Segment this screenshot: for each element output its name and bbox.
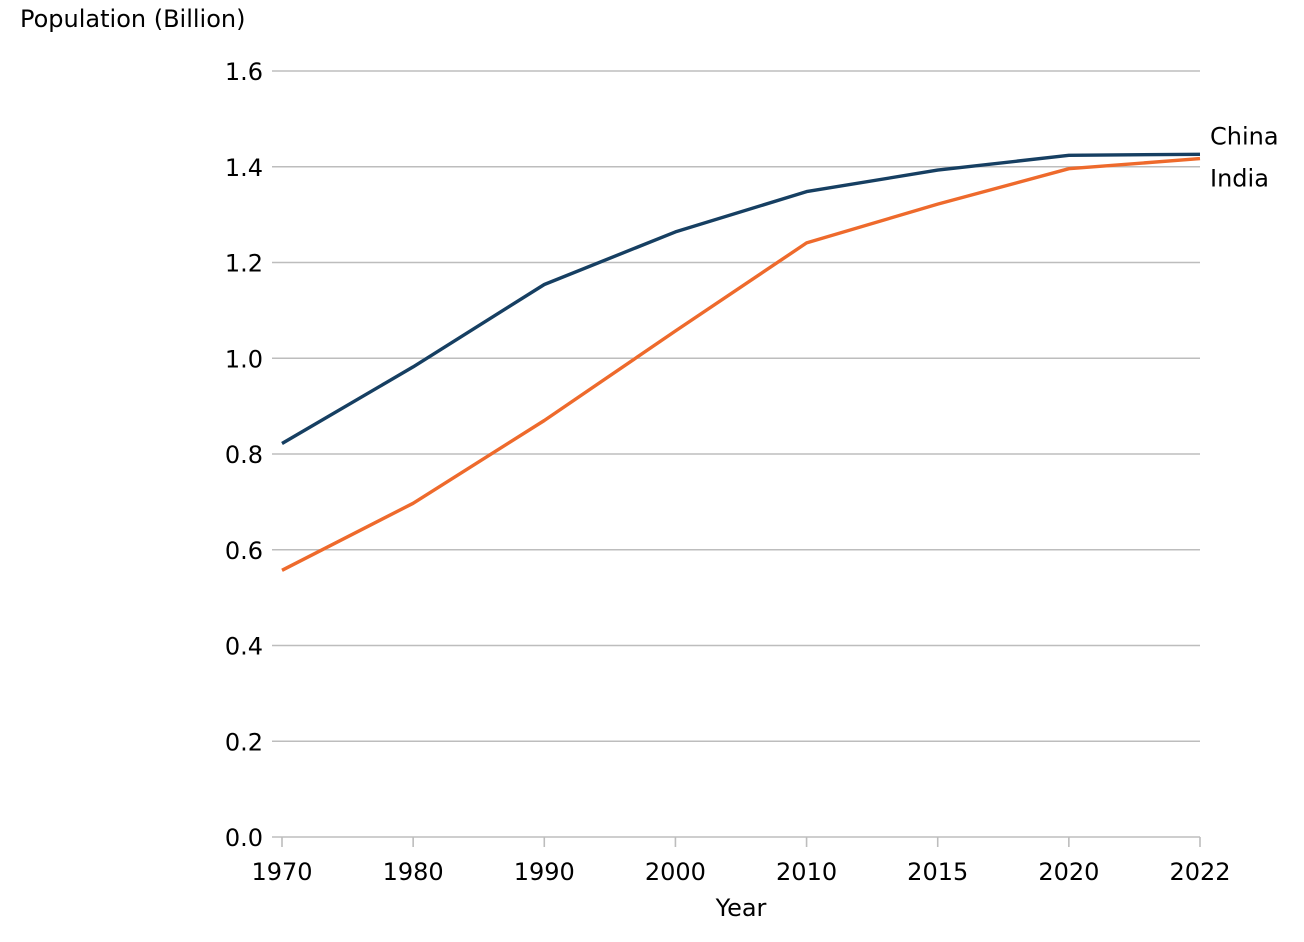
y-tick-label: 1.0 <box>225 345 263 373</box>
series-label-china: China <box>1210 122 1279 150</box>
x-axis: 1970 1980 1990 2000 2010 2015 2020 2022 <box>251 837 1231 886</box>
y-tick-label: 1.2 <box>225 250 263 278</box>
y-tick-label: 0.6 <box>225 537 263 565</box>
x-tick-label: 1990 <box>514 858 575 886</box>
gridlines <box>272 70 1200 838</box>
series-label-india: India <box>1210 164 1269 192</box>
x-tick-label: 2000 <box>645 858 706 886</box>
x-tick-label: 2020 <box>1038 858 1099 886</box>
y-tick-label: 0.2 <box>225 728 263 756</box>
series-lines <box>281 152 1201 572</box>
y-tick-label: 0.4 <box>225 633 263 661</box>
y-tick-label: 1.4 <box>225 154 263 182</box>
y-tick-label: 0.0 <box>225 824 263 852</box>
y-tick-label: 0.8 <box>225 441 263 469</box>
series-line-india <box>281 156 1201 572</box>
y-axis: 0.0 0.2 0.4 0.6 0.8 1.0 1.2 1.4 1.6 <box>225 58 263 852</box>
x-axis-title: Year <box>715 894 767 922</box>
y-tick-label: 1.6 <box>225 58 263 86</box>
x-tick-label: 1970 <box>251 858 312 886</box>
x-tick-label: 2022 <box>1169 858 1230 886</box>
series-labels: China India <box>1210 122 1279 192</box>
x-tick-label: 2015 <box>907 858 968 886</box>
y-axis-title: Population (Billion) <box>20 5 245 33</box>
x-tick-label: 2010 <box>776 858 837 886</box>
series-line-china <box>281 152 1201 445</box>
x-tick-label: 1980 <box>383 858 444 886</box>
